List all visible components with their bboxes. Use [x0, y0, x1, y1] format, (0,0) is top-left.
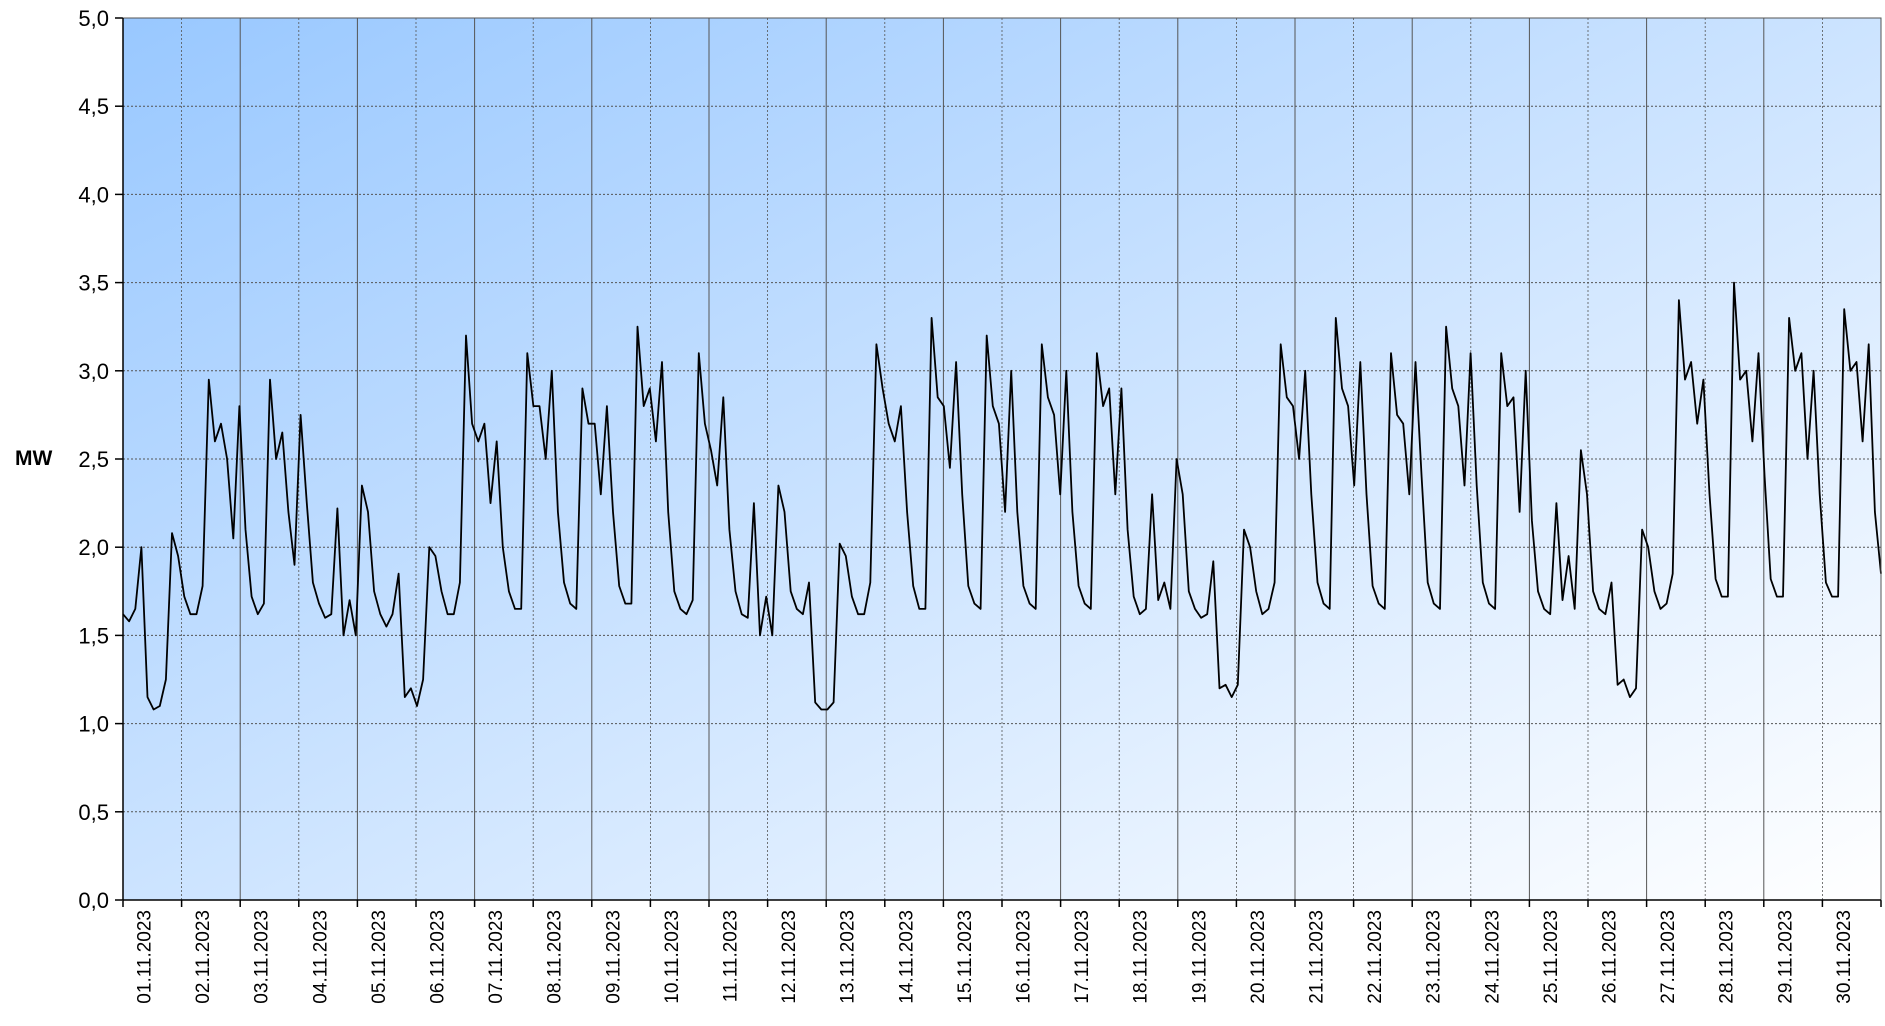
x-tick-label: 27.11.2023 — [1658, 910, 1679, 1004]
y-tick-label: 3,0 — [78, 359, 109, 384]
x-tick-label: 11.11.2023 — [721, 910, 742, 1002]
x-tick-label: 14.11.2023 — [896, 910, 917, 1004]
x-tick-label: 09.11.2023 — [603, 910, 624, 1004]
x-tick-label: 24.11.2023 — [1482, 910, 1503, 1004]
x-tick-label: 21.11.2023 — [1307, 910, 1328, 1004]
x-tick-label: 19.11.2023 — [1189, 910, 1210, 1004]
x-tick-label: 03.11.2023 — [252, 910, 273, 1004]
x-tick-label: 12.11.2023 — [779, 910, 800, 1004]
x-tick-label: 25.11.2023 — [1541, 910, 1562, 1004]
x-tick-label: 16.11.2023 — [1014, 910, 1035, 1004]
y-tick-label: 1,0 — [78, 712, 109, 737]
x-tick-label: 30.11.2023 — [1834, 910, 1855, 1004]
y-tick-label: 4,0 — [78, 182, 109, 207]
x-tick-label: 22.11.2023 — [1365, 910, 1386, 1004]
x-tick-label: 29.11.2023 — [1775, 910, 1796, 1004]
x-tick-label: 02.11.2023 — [193, 910, 214, 1004]
x-tick-label: 04.11.2023 — [310, 910, 331, 1004]
y-tick-label: 3,5 — [78, 271, 109, 296]
x-tick-label: 07.11.2023 — [486, 910, 507, 1004]
x-tick-label: 10.11.2023 — [662, 910, 683, 1004]
y-tick-label: 1,5 — [78, 623, 109, 648]
axes — [115, 17, 1882, 907]
y-tick-label: 0,5 — [78, 800, 109, 825]
x-tick-label: 17.11.2023 — [1072, 910, 1093, 1004]
x-tick-label: 08.11.2023 — [545, 910, 566, 1004]
x-tick-label: 28.11.2023 — [1717, 910, 1738, 1004]
x-tick-label: 20.11.2023 — [1248, 910, 1269, 1004]
x-tick-label: 05.11.2023 — [369, 910, 390, 1004]
x-tick-label: 13.11.2023 — [838, 910, 859, 1004]
y-axis-label: MW — [15, 447, 52, 470]
y-tick-label: 5,0 — [78, 6, 109, 31]
y-tick-label: 2,5 — [78, 447, 109, 472]
series-layer — [122, 281, 1882, 711]
y-tick-labels: 0,0 0,5 1,0 1,5 2,0 2,5 3,0 3,5 4,0 4,5 5,0 — [78, 6, 109, 913]
series-line — [122, 281, 1882, 711]
x-tick-label: 18.11.2023 — [1131, 910, 1152, 1004]
x-tick-label: 06.11.2023 — [428, 910, 449, 1004]
y-tick-label: 2,0 — [78, 535, 109, 560]
x-tick-label: 01.11.2023 — [135, 910, 156, 1004]
x-tick-label: 26.11.2023 — [1600, 910, 1621, 1004]
x-tick-label: 23.11.2023 — [1424, 910, 1445, 1004]
y-tick-label: 0,0 — [78, 888, 109, 913]
x-tick-labels: 01.11.2023 02.11.2023 03.11.2023 04.11.2023… — [135, 910, 1855, 1004]
x-tick-label: 15.11.2023 — [955, 910, 976, 1004]
y-tick-label: 4,5 — [78, 94, 109, 119]
